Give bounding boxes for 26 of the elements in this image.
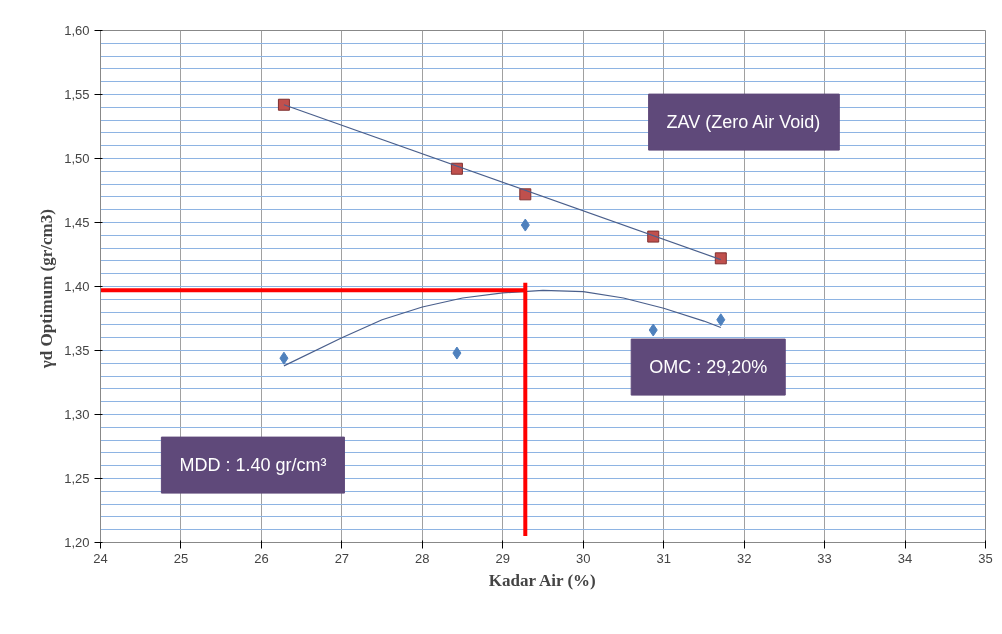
y-tick-label: 1,40	[64, 279, 90, 294]
x-tick-label: 34	[897, 550, 913, 566]
y-tick-label: 1,25	[64, 471, 90, 486]
annotation: OMC : 29,20%	[649, 357, 768, 378]
y-tick-label: 1,60	[64, 23, 90, 38]
y-tick-label: 1,35	[64, 343, 90, 358]
x-tick-label: 25	[173, 550, 189, 566]
annotation: ZAV (Zero Air Void)	[666, 112, 821, 133]
x-tick-label: 28	[415, 550, 430, 566]
x-tick-label: 29	[495, 550, 511, 566]
y-tick-label: 1,30	[64, 407, 90, 422]
x-tick-label: 27	[334, 550, 350, 566]
x-tick-label: 30	[576, 550, 591, 566]
annotation: MDD : 1.40 gr/cm³	[179, 455, 327, 476]
y-tick-label: 1,55	[64, 87, 90, 102]
y-tick-label: 1,50	[64, 151, 90, 166]
x-tick-label: 33	[817, 550, 832, 566]
y-tick-label: 1,45	[64, 215, 90, 230]
x-axis-title: Kadar Air (%)	[488, 570, 596, 590]
x-tick-label: 32	[736, 550, 752, 566]
x-tick-label: 24	[93, 550, 108, 566]
x-tick-label: 35	[978, 550, 993, 566]
x-tick-label: 31	[656, 550, 671, 566]
y-tick-label: 1,20	[64, 535, 90, 550]
x-tick-label: 26	[254, 550, 269, 566]
y-axis-title: γd Optimum (gr/cm3)	[37, 209, 57, 370]
